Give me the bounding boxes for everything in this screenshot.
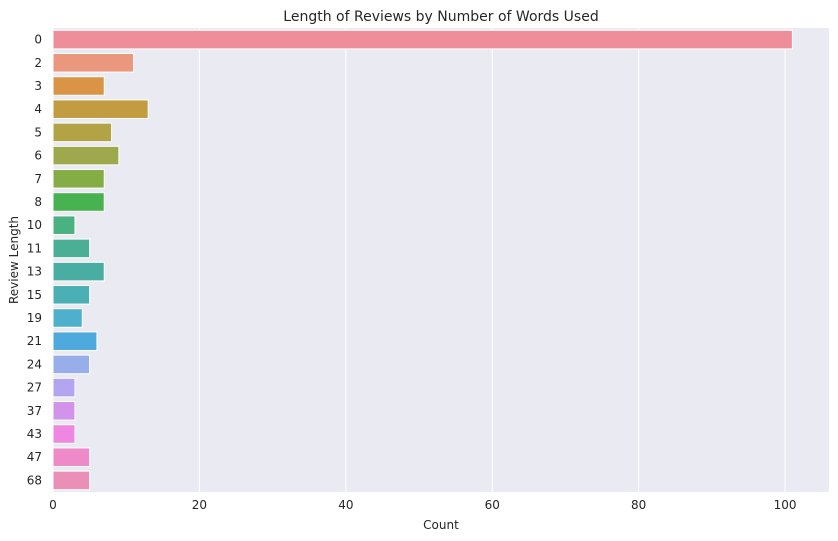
y-tick-label: 4 <box>34 102 42 116</box>
bar-0 <box>52 29 793 50</box>
bar-10 <box>52 215 76 235</box>
x-tick-label: 100 <box>774 498 797 512</box>
y-axis-title: Review Length <box>7 216 21 304</box>
y-tick-label: 13 <box>27 265 42 279</box>
y-tick-label: 10 <box>27 218 42 232</box>
bar-5 <box>52 122 113 143</box>
y-tick-label: 24 <box>27 357 42 371</box>
bar-43 <box>52 424 76 444</box>
bar-13 <box>52 261 105 282</box>
bar-6 <box>52 145 120 166</box>
bar-21 <box>52 331 98 351</box>
chart-title: Length of Reviews by Number of Words Use… <box>283 9 598 25</box>
y-tick-label: 15 <box>27 288 42 302</box>
bar-24 <box>52 354 91 375</box>
y-tick-label: 47 <box>27 450 42 464</box>
y-tick-label: 6 <box>34 149 42 163</box>
y-tick-label: 21 <box>27 334 42 348</box>
x-axis-title: Count <box>423 518 459 532</box>
x-tick-label: 0 <box>49 498 57 512</box>
y-tick-labels: 0 2 3 4 5 6 7 8 10 11 13 15 19 21 24 27 37 43 47 68 <box>27 33 42 488</box>
bar-68 <box>52 470 91 491</box>
x-tick-label: 80 <box>631 498 646 512</box>
bar-2 <box>52 53 135 73</box>
bar-47 <box>52 447 91 467</box>
y-tick-label: 43 <box>27 427 42 441</box>
x-tick-label: 20 <box>192 498 207 512</box>
plot-background <box>53 28 829 492</box>
y-tick-label: 0 <box>34 33 42 47</box>
bar-7 <box>52 169 105 189</box>
y-tick-label: 3 <box>34 79 42 93</box>
bar-19 <box>52 308 83 328</box>
x-tick-label: 40 <box>338 498 353 512</box>
x-tick-labels: 0 20 40 60 80 100 <box>49 498 796 512</box>
y-tick-label: 8 <box>34 195 42 209</box>
bar-37 <box>52 401 76 421</box>
y-tick-label: 27 <box>27 381 42 395</box>
bar-27 <box>52 377 76 398</box>
bar-8 <box>52 192 105 212</box>
y-tick-label: 68 <box>27 473 42 487</box>
y-tick-label: 11 <box>27 241 42 255</box>
x-tick-label: 60 <box>485 498 500 512</box>
y-tick-label: 2 <box>34 56 42 70</box>
y-tick-label: 19 <box>27 311 42 325</box>
bar-11 <box>52 238 91 259</box>
bar-4 <box>52 99 149 119</box>
bar-15 <box>52 285 91 305</box>
y-tick-label: 37 <box>27 404 42 418</box>
y-tick-label: 7 <box>34 172 42 186</box>
y-tick-label: 5 <box>34 125 42 139</box>
bars <box>52 29 793 491</box>
bar-3 <box>52 76 105 96</box>
